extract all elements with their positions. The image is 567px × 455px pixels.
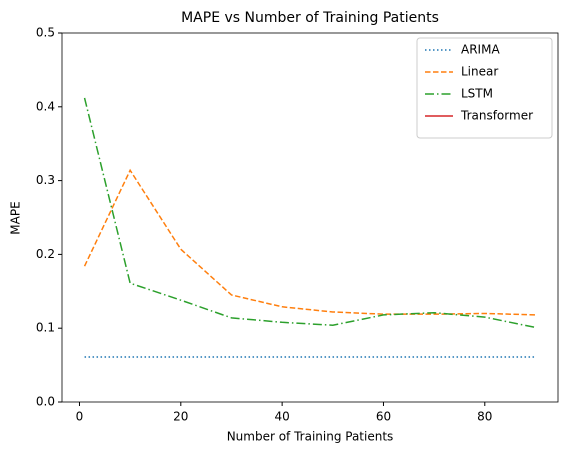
- x-tick-label: 80: [477, 410, 492, 424]
- plot-frame: [61, 32, 559, 403]
- legend-box: [416, 37, 553, 139]
- y-tick-label: 0.3: [36, 173, 55, 187]
- legend-label: Transformer: [460, 109, 533, 123]
- chart-title: MAPE vs Number of Training Patients: [181, 10, 439, 26]
- y-tick-label: 0.1: [36, 321, 55, 335]
- line-series: [83, 97, 536, 329]
- x-tick-label: 0: [76, 410, 84, 424]
- legend-label: LSTM: [461, 87, 493, 101]
- y-tick-label: 0.2: [36, 247, 55, 261]
- y-tick-label: 0.4: [36, 99, 55, 113]
- x-tick-label: 20: [173, 410, 188, 424]
- legend-label: Linear: [461, 65, 498, 79]
- legend-label: ARIMA: [461, 43, 500, 57]
- y-axis-label: MAPE: [9, 201, 23, 234]
- line-series: [83, 168, 536, 316]
- y-tick-label: 0.0: [36, 395, 55, 409]
- x-axis-label: Number of Training Patients: [227, 430, 394, 444]
- x-tick-label: 60: [376, 410, 391, 424]
- y-tick-label: 0.5: [36, 26, 55, 40]
- x-tick-label: 40: [274, 410, 289, 424]
